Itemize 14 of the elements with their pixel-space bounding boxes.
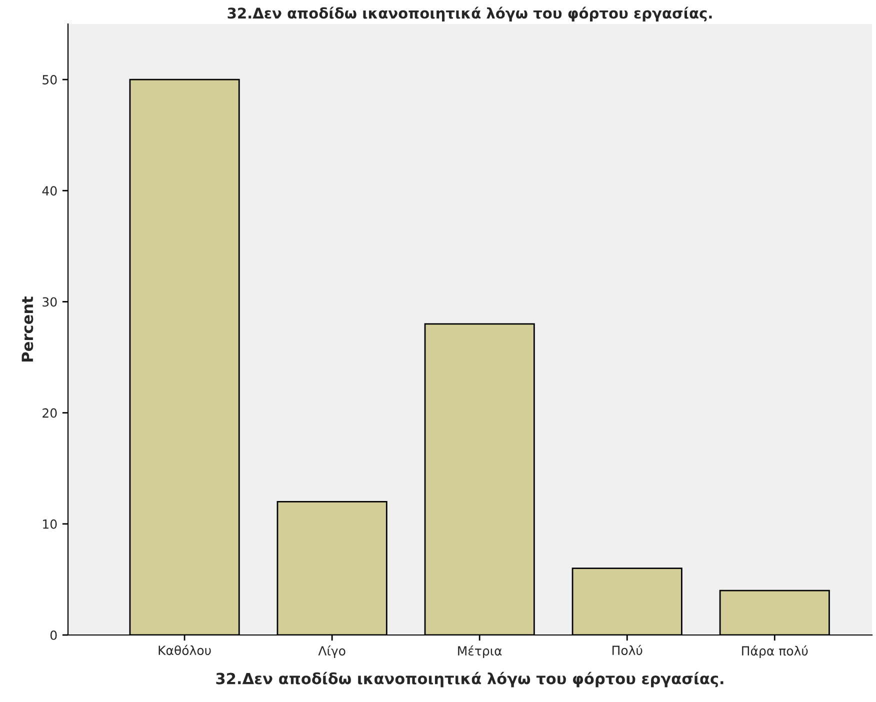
x-axis-title: 32.Δεν αποδίδω ικανοποιητικά λόγω του φόρτου εργασίας. xyxy=(216,672,724,688)
y-tick-label: 0 xyxy=(50,630,57,640)
y-tick-label: 40 xyxy=(42,186,57,196)
chart-title: 32.Δεν αποδίδω ικανοποιητικά λόγω του φόρτου εργασίας. xyxy=(228,6,712,22)
y-tick-label: 10 xyxy=(43,519,57,529)
x-tick-label: Μέτρια xyxy=(458,645,502,658)
y-axis-title: Percent xyxy=(22,296,34,362)
x-tick-label: Πάρα πολύ xyxy=(742,645,808,658)
x-tick-label: Καθόλου xyxy=(158,644,211,656)
y-tick-label: 20 xyxy=(42,408,57,418)
x-tick-label: Πολύ xyxy=(612,644,642,656)
y-tick-label: 50 xyxy=(42,75,57,84)
y-tick-label: 30 xyxy=(42,297,57,307)
x-tick-label: Λίγο xyxy=(318,645,346,658)
